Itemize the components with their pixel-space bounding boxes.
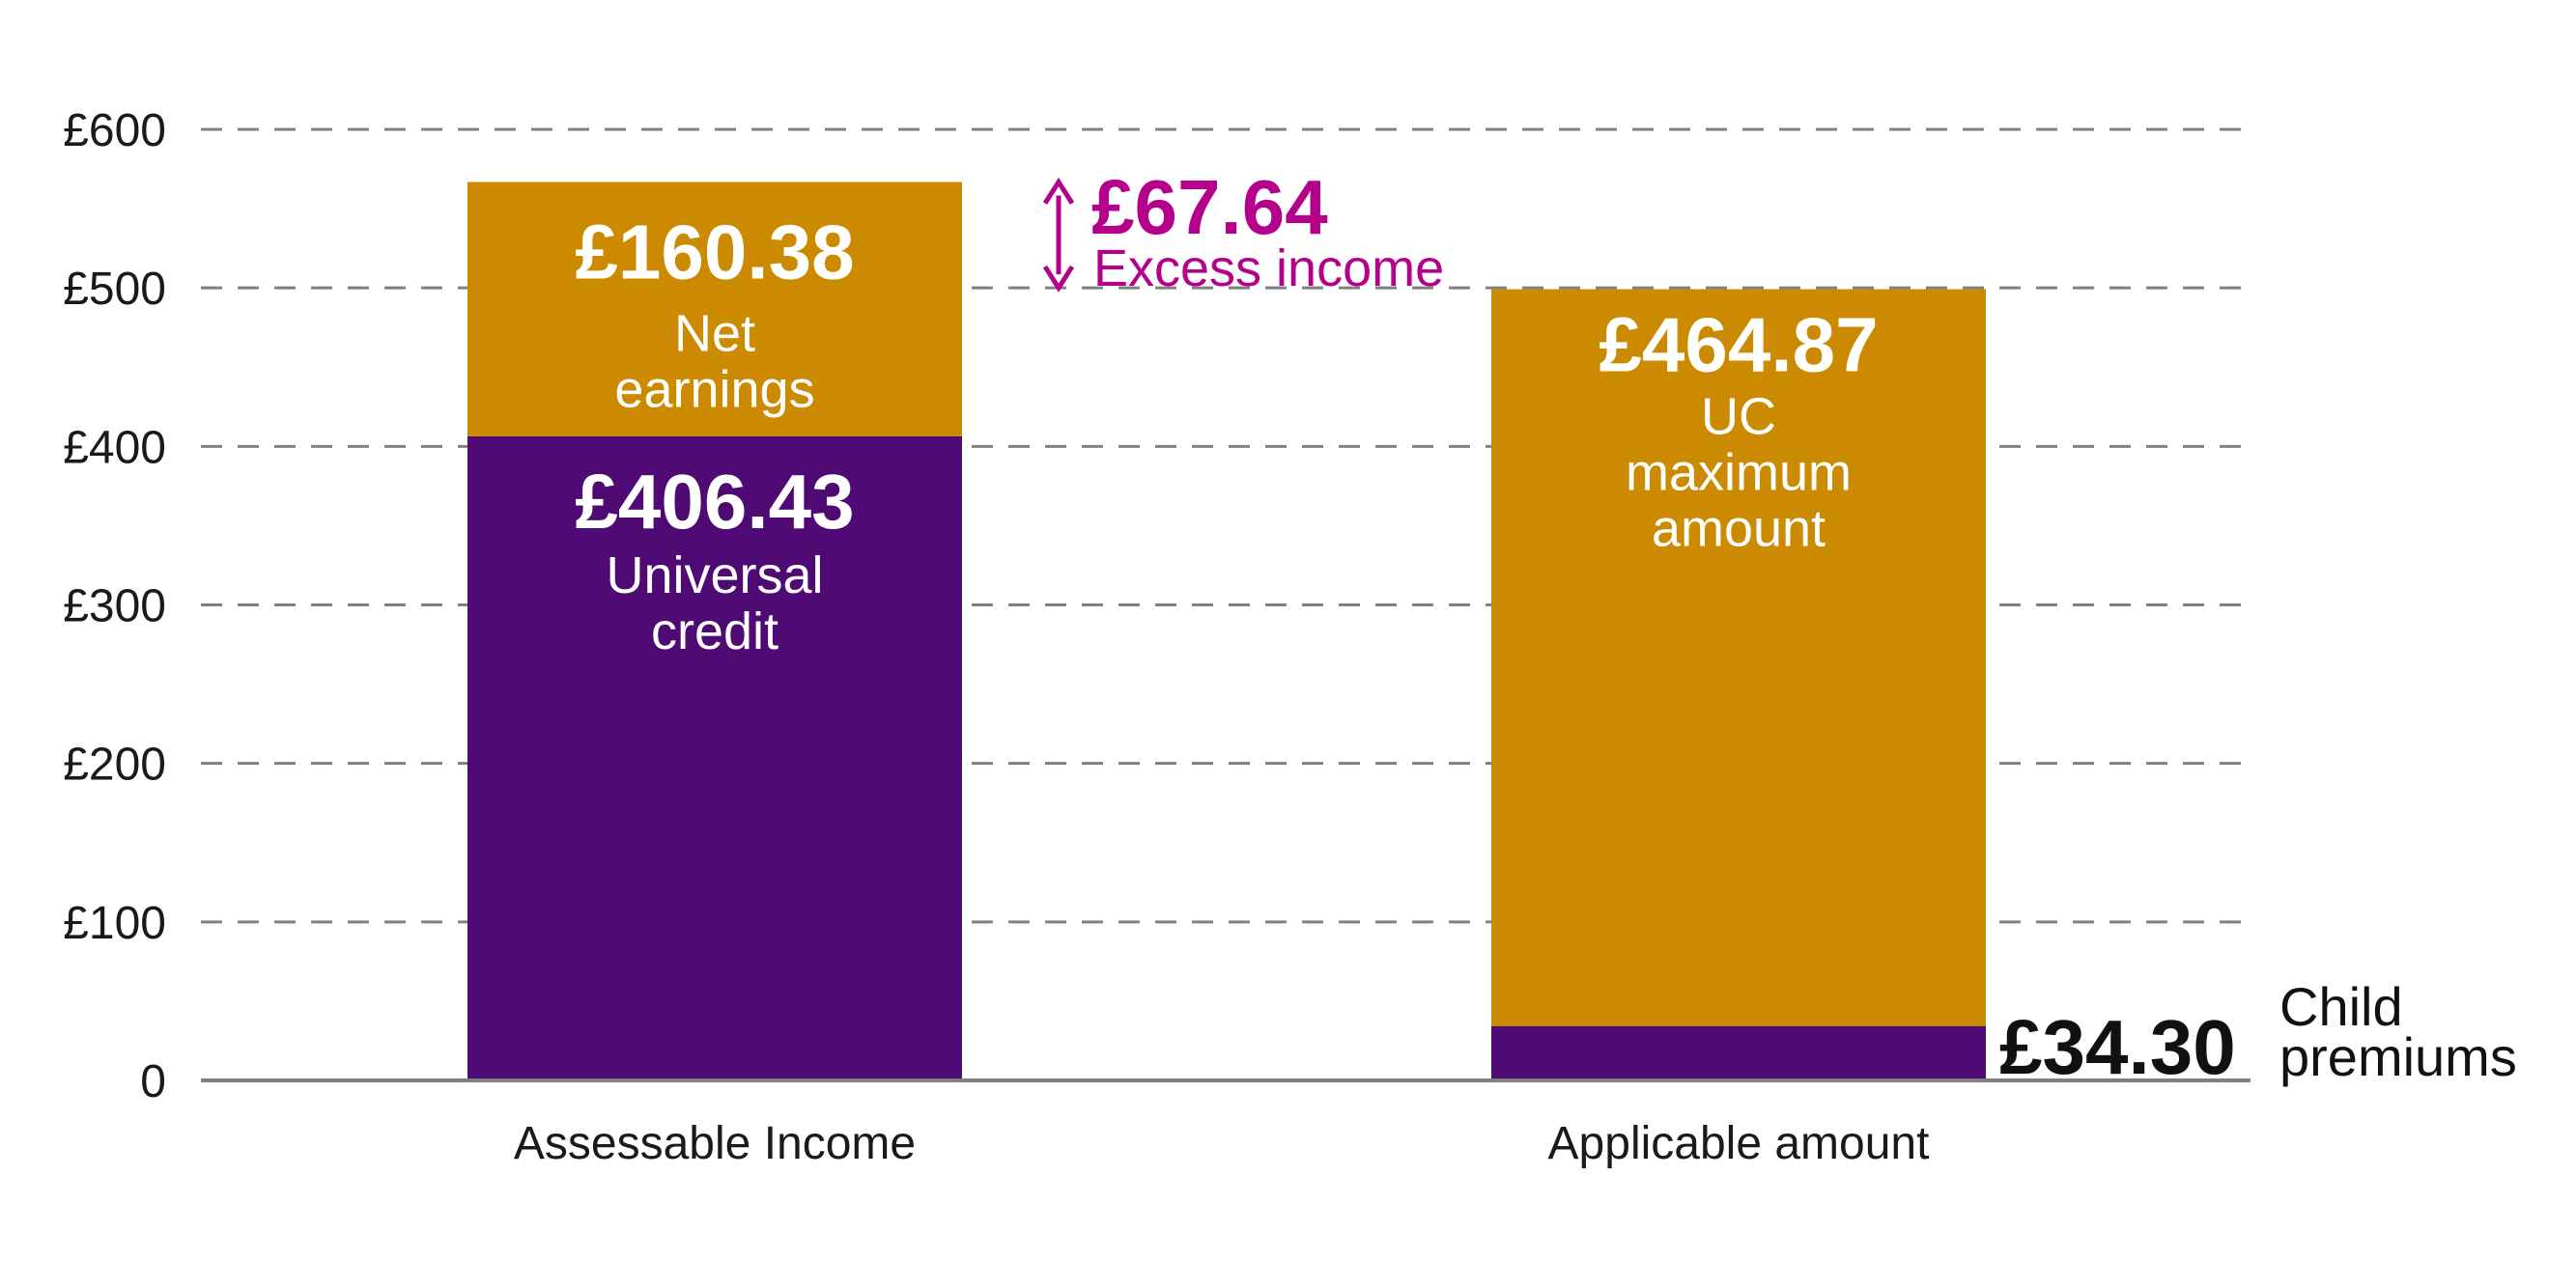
segment-label: Universal (606, 546, 823, 604)
x-category-label: Applicable amount (1548, 1118, 1930, 1169)
y-tick-label: 0 (140, 1056, 166, 1107)
bar-segment (467, 182, 962, 436)
y-tick-label: £300 (63, 581, 166, 632)
segment-label: credit (651, 602, 778, 660)
bar-segment (1491, 1025, 1986, 1080)
y-axis-tick-labels: 0 £100 £200 £300 £400 £500 £600 (63, 105, 166, 1107)
x-axis-category-labels: Assessable Income Applicable amount (514, 1118, 1930, 1169)
x-category-label: Assessable Income (514, 1118, 916, 1169)
data-label: £406.43 (575, 459, 854, 545)
excess-income-label: Excess income (1093, 239, 1444, 297)
bars (467, 182, 1986, 1080)
segment-label: UC (1701, 388, 1776, 446)
bar-segment (1491, 289, 1986, 1026)
y-tick-label: £500 (63, 264, 166, 315)
excess-income-value: £67.64 (1091, 164, 1328, 250)
y-tick-label: £100 (63, 898, 166, 949)
segment-label: earnings (614, 360, 814, 418)
arrow-head-up (1042, 177, 1075, 205)
data-label: £464.87 (1599, 302, 1878, 388)
segment-label: maximum (1626, 444, 1852, 502)
y-tick-label: £400 (63, 422, 166, 473)
data-label: £34.30 (1999, 1004, 2236, 1090)
y-tick-label: £200 (63, 740, 166, 791)
segment-label: amount (1652, 500, 1826, 558)
segment-label: Child (2279, 976, 2403, 1037)
y-tick-label: £600 (63, 105, 166, 156)
segment-label: Net (674, 304, 755, 362)
data-label: £160.38 (575, 209, 854, 294)
bar-segment (467, 435, 962, 1080)
segment-label: premiums (2279, 1026, 2517, 1087)
arrow-head-down (1042, 265, 1075, 293)
